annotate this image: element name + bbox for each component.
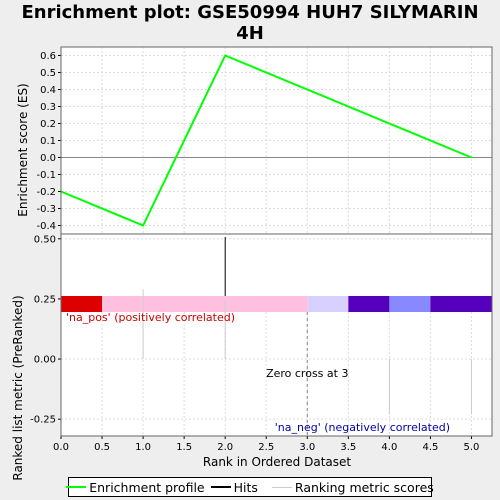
bottom-panel-border: [60, 233, 493, 437]
x-tick-label: 0.0: [53, 442, 69, 453]
rank-bar-segment: [389, 296, 431, 312]
top-y-tick-label: -0.2: [36, 187, 56, 198]
x-axis-label: Rank in Ordered Dataset: [203, 455, 351, 469]
bottom-y-tick-label: 0.50: [34, 234, 56, 245]
legend-swatch-enrichment-profile: [66, 486, 87, 488]
legend-label-hits: Hits: [233, 479, 258, 495]
top-y-tick-label: -0.1: [36, 170, 56, 181]
rank-bar-segment: [430, 296, 492, 312]
rank-bar-segment: [348, 296, 390, 312]
enrichment-profile-line: [60, 54, 472, 227]
rank-bar-segment: [307, 296, 349, 312]
legend-swatch-hits: [210, 486, 231, 488]
chart-title-line-1: Enrichment plot: GSE50994 HUH7 SILYMARIN: [21, 2, 478, 23]
legend-item-ranking-metric-scores: Ranking metric scores: [264, 480, 434, 495]
x-tick-label: 2.0: [217, 442, 233, 453]
legend-label-enrichment-profile: Enrichment profile: [89, 479, 205, 495]
top-y-tick-label: 0.1: [40, 136, 56, 147]
top-y-tick-label: 0.4: [40, 85, 56, 96]
x-tick-label: 0.5: [94, 442, 110, 453]
x-tick-label: 2.5: [258, 442, 274, 453]
top-y-tick-label: 0.6: [40, 51, 56, 62]
top-panel-background: [61, 47, 492, 234]
top-y-tick-label: 0.2: [40, 119, 56, 130]
positive-correlation-label: 'na_pos' (positively correlated): [66, 311, 235, 324]
top-y-tick-label: -0.3: [36, 204, 56, 215]
rank-bar-segment: [102, 296, 308, 312]
zero-cross-label: Zero cross at 3: [266, 367, 348, 380]
legend-item-enrichment-profile: Enrichment profile: [66, 479, 205, 495]
bottom-y-axis-label: Ranked list metric (PreRanked): [11, 295, 25, 480]
x-tick-label: 1.5: [176, 442, 192, 453]
negative-correlation-label: 'na_neg' (negatively correlated): [275, 421, 450, 434]
top-y-tick-label: 0.3: [40, 102, 56, 113]
legend-swatch-ranking-metric-scores: [271, 486, 292, 488]
x-tick-label: 1.0: [135, 442, 151, 453]
bottom-y-tick-label: 0.25: [34, 294, 56, 305]
bottom-y-tick-label: -0.25: [30, 415, 56, 426]
x-tick-label: 3.5: [340, 442, 356, 453]
top-y-tick-label: 0.0: [40, 153, 56, 164]
x-tick-label: 4.5: [422, 442, 438, 453]
bottom-panel-background: [61, 234, 492, 436]
x-tick-label: 4.0: [381, 442, 397, 453]
chart-legend: Enrichment profile Hits Ranking metric s…: [66, 477, 434, 497]
legend-item-hits: Hits: [210, 479, 258, 495]
x-tick-label: 5.0: [464, 442, 480, 453]
rank-bar-segment: [61, 296, 103, 312]
bottom-y-tick-label: 0.00: [34, 355, 56, 366]
legend-label-ranking-metric-scores: Ranking metric scores: [294, 479, 434, 495]
top-y-tick-label: 0.5: [40, 68, 56, 79]
x-tick-label: 3.0: [299, 442, 315, 453]
chart-title-line-2: 4H: [236, 23, 264, 44]
top-y-axis-label: Enrichment score (ES): [16, 83, 30, 216]
top-y-tick-label: -0.4: [36, 221, 56, 232]
